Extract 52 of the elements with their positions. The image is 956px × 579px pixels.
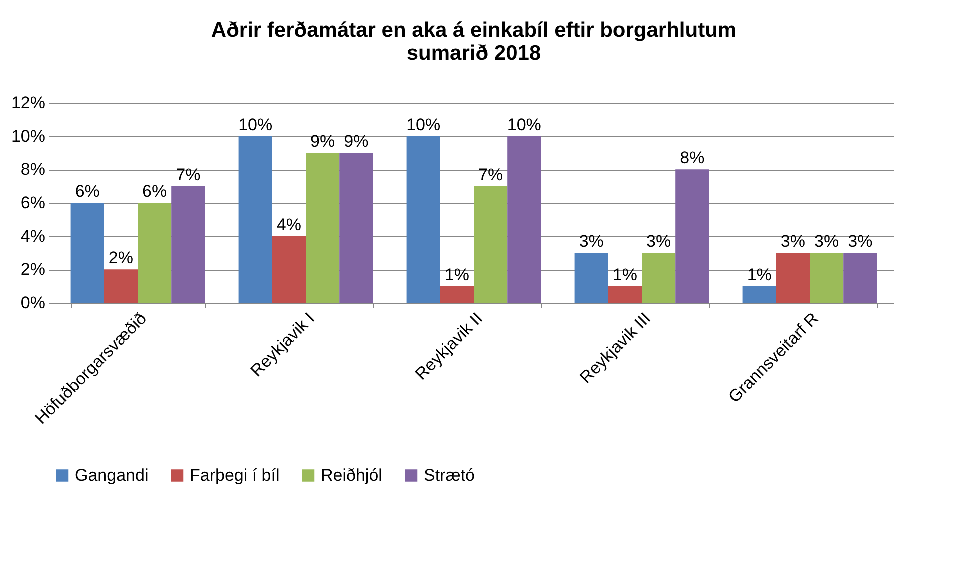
- bar: [440, 286, 474, 303]
- bar: [474, 186, 508, 303]
- data-label: 10%: [406, 115, 441, 134]
- bar: [104, 270, 138, 303]
- data-label: 4%: [276, 215, 302, 234]
- data-label: 3%: [780, 232, 806, 251]
- data-label: 9%: [344, 132, 369, 151]
- bar: [608, 286, 642, 303]
- bar: [776, 253, 810, 303]
- bar: [742, 286, 776, 303]
- data-label: 9%: [310, 132, 336, 151]
- bar: [306, 153, 340, 303]
- data-label: 8%: [680, 148, 705, 168]
- data-label: 1%: [612, 265, 638, 284]
- data-label: 3%: [646, 232, 672, 251]
- legend-label: Strætó: [424, 466, 476, 485]
- bar: [508, 136, 542, 303]
- data-label: 3%: [579, 232, 604, 251]
- y-tick-label: 4%: [20, 226, 46, 246]
- data-label: 7%: [478, 165, 504, 184]
- data-label: 1%: [444, 265, 470, 284]
- bar: [70, 203, 104, 303]
- y-tick-label: 2%: [20, 260, 46, 280]
- data-label: 6%: [142, 182, 168, 201]
- chart-title: Aðrir ferðamátar en aka á einkabíl eftir borgarhlutum sumarið 2018: [211, 19, 737, 65]
- bar: [138, 203, 172, 303]
- data-label: 3%: [814, 232, 840, 251]
- bar: [810, 253, 844, 303]
- y-tick-label: 10%: [11, 126, 46, 146]
- bar: [272, 236, 306, 303]
- bar: [642, 253, 676, 303]
- data-label: 10%: [507, 115, 542, 134]
- data-label: 7%: [176, 165, 201, 184]
- y-tick-label: 12%: [11, 94, 46, 112]
- data-label: 1%: [747, 265, 772, 284]
- legend-label: Gangandi: [75, 466, 149, 485]
- legend-label: Reiðhjól: [321, 466, 382, 485]
- data-label: 10%: [238, 115, 273, 134]
- bar: [406, 136, 440, 303]
- data-label: 3%: [848, 232, 873, 251]
- bar: [574, 253, 608, 303]
- y-tick-label: 6%: [20, 194, 46, 212]
- legend-label: Farþegi í bíl: [190, 466, 280, 485]
- data-label: 6%: [75, 182, 100, 201]
- bar: [676, 170, 710, 303]
- y-tick-label: 8%: [20, 160, 46, 180]
- data-label: 2%: [108, 248, 134, 268]
- bar: [844, 253, 878, 303]
- bar: [172, 186, 206, 303]
- bar: [238, 136, 272, 303]
- y-tick-label: 0%: [20, 294, 46, 312]
- bar: [340, 153, 374, 303]
